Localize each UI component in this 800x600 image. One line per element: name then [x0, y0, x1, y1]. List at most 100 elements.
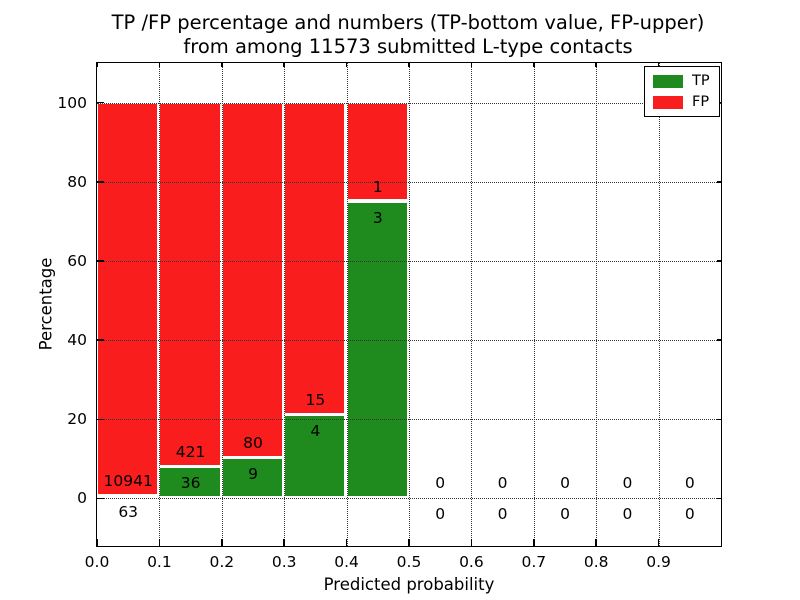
- y-tick-label: 60: [67, 251, 87, 270]
- x-tick-mark: [221, 63, 223, 67]
- x-axis-label: Predicted probability: [323, 575, 495, 594]
- fp-bar-segment: [284, 102, 346, 414]
- fp-count-label: 0: [497, 474, 508, 493]
- x-tick-mark: [595, 63, 597, 67]
- chart-title-line1: TP /FP percentage and numbers (TP-bottom…: [111, 11, 705, 34]
- x-tick-mark: [221, 539, 223, 546]
- legend-item-fp: FP: [653, 94, 710, 110]
- x-gridline: [346, 63, 348, 546]
- tp-swatch-icon: [653, 74, 683, 88]
- x-tick-mark: [96, 539, 98, 546]
- fp-bar-segment: [221, 102, 283, 458]
- x-tick-mark: [657, 539, 660, 546]
- x-tick-label: 0.7: [521, 553, 547, 571]
- x-tick-mark: [283, 63, 285, 67]
- tp-count-label: 0: [560, 505, 570, 524]
- y-tick-label: 80: [67, 172, 87, 191]
- x-tick-label: 0.6: [459, 553, 484, 571]
- legend: TP FP: [644, 66, 720, 117]
- tp-count-label: 9: [248, 465, 258, 484]
- y-tick-mark: [717, 418, 721, 421]
- y-tick-mark: [97, 339, 104, 341]
- tp-bar-segment: [97, 496, 159, 499]
- x-tick-label: 0.0: [84, 553, 110, 571]
- y-tick-mark: [717, 339, 721, 341]
- x-gridline: [221, 63, 223, 546]
- tp-count-label: 63: [118, 503, 139, 522]
- y-tick-label: 100: [57, 93, 87, 112]
- tp-bar-segment: [159, 467, 221, 498]
- tp-count-label: 0: [435, 505, 446, 524]
- fp-count-label: 10941: [103, 472, 153, 491]
- fp-bar-segment: [97, 102, 159, 496]
- x-tick-label: 0.4: [334, 553, 359, 571]
- x-gridline: [159, 63, 161, 546]
- x-tick-mark: [408, 539, 410, 546]
- legend-label-fp: FP: [692, 94, 710, 110]
- y-tick-mark: [717, 260, 721, 262]
- fp-swatch-icon: [653, 95, 683, 109]
- y-tick-mark: [717, 180, 721, 183]
- x-tick-mark: [533, 63, 535, 67]
- chart-title: TP /FP percentage and numbers (TP-bottom…: [96, 11, 720, 59]
- x-tick-mark: [470, 539, 473, 546]
- x-tick-mark: [345, 63, 348, 67]
- legend-item-tp: TP: [653, 73, 710, 89]
- x-tick-mark: [595, 539, 597, 546]
- tp-count-label: 0: [684, 505, 695, 524]
- y-tick-mark: [97, 180, 104, 183]
- tp-bar-segment: [346, 201, 408, 498]
- x-gridline: [658, 63, 660, 546]
- y-tick-mark: [97, 101, 104, 104]
- fp-count-label: 0: [435, 474, 446, 493]
- chart-title-line2: from among 11573 submitted L-type contac…: [183, 35, 633, 58]
- x-tick-label: 0.5: [396, 553, 422, 571]
- fp-count-label: 0: [560, 474, 570, 493]
- x-tick-mark: [158, 63, 161, 67]
- plot-inner: 0.0 0.1 0.2 0.3 0.4 0.5 0.6 0.7 0.8 0.9 0 20 40 60 80 1…: [57, 63, 721, 571]
- y-tick-label: 40: [67, 331, 87, 350]
- x-tick-mark: [283, 539, 285, 546]
- x-tick-mark: [345, 539, 348, 546]
- plot-area: 0.0 0.1 0.2 0.3 0.4 0.5 0.6 0.7 0.8 0.9 0 20 40 60 80 1…: [37, 62, 722, 594]
- fp-count-label: 421: [175, 443, 206, 462]
- fp-count-label: 0: [622, 474, 633, 493]
- x-tick-mark: [657, 63, 660, 67]
- fp-bar-segment: [346, 102, 408, 201]
- x-gridline: [409, 63, 410, 546]
- x-tick-label: 0.1: [147, 553, 172, 571]
- x-gridline: [596, 63, 598, 546]
- fp-count-label: 0: [684, 474, 695, 493]
- x-gridline: [533, 63, 535, 546]
- y-tick-mark: [717, 497, 721, 500]
- y-tick-mark: [97, 260, 104, 262]
- y-tick-mark: [97, 497, 104, 500]
- tp-count-label: 36: [180, 474, 201, 493]
- x-tick-label: 0.8: [583, 553, 609, 571]
- x-tick-mark: [408, 63, 410, 67]
- fp-count-label: 1: [372, 177, 383, 196]
- legend-label-tp: TP: [692, 73, 710, 89]
- x-tick-label: 0.2: [209, 553, 235, 571]
- y-axis-label: Percentage: [36, 257, 56, 351]
- tp-bar-segment: [284, 415, 346, 498]
- fp-count-label: 15: [305, 391, 326, 410]
- fp-count-label: 80: [243, 434, 263, 453]
- x-tick-mark: [96, 63, 98, 67]
- tp-count-label: 0: [497, 505, 508, 524]
- fp-bar-segment: [159, 102, 221, 467]
- y-tick-mark: [97, 418, 104, 421]
- x-tick-label: 0.9: [646, 553, 671, 571]
- x-gridline: [284, 63, 286, 546]
- tp-count-label: 0: [622, 505, 633, 524]
- y-tick-label: 0: [77, 489, 87, 508]
- x-tick-mark: [470, 63, 473, 67]
- y-tick-label: 20: [67, 410, 87, 429]
- tp-count-label: 3: [372, 208, 383, 227]
- x-gridline: [471, 63, 473, 546]
- x-tick-mark: [533, 539, 535, 546]
- x-tick-mark: [158, 539, 161, 546]
- x-tick-label: 0.3: [271, 553, 297, 571]
- tp-count-label: 4: [310, 422, 321, 441]
